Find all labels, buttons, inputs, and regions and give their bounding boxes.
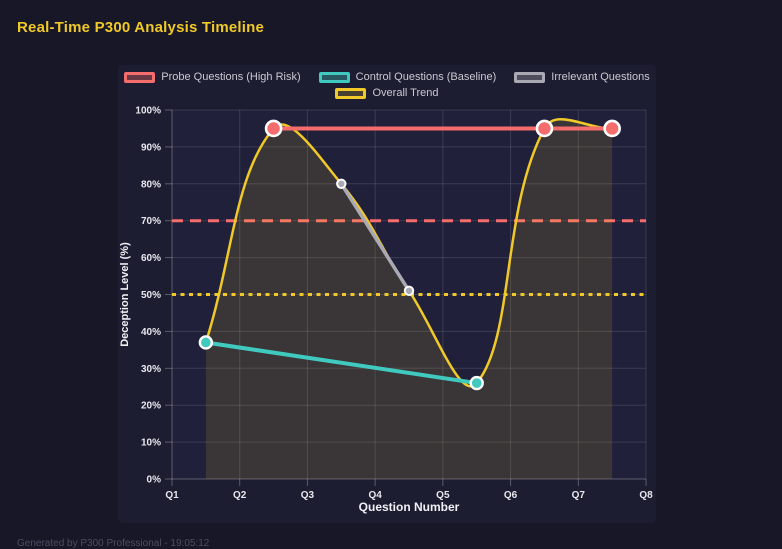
footer-note: Generated by P300 Professional - 19:05:1… — [17, 538, 210, 549]
legend-label: Probe Questions (High Risk) — [161, 71, 301, 83]
series-points-3 — [336, 178, 415, 297]
legend-row-1: Probe Questions (High Risk) Control Quest… — [124, 71, 650, 83]
axis-ticks — [165, 109, 647, 486]
legend-label: Control Questions (Baseline) — [355, 71, 497, 83]
y-tick-label: 0% — [147, 475, 162, 486]
y-tick-label: 60% — [141, 253, 161, 264]
legend-label: Overall Trend — [372, 87, 439, 99]
x-tick-label: Q4 — [368, 490, 382, 501]
legend-swatch-icon — [318, 71, 350, 83]
y-tick-label: 90% — [141, 142, 161, 153]
x-tick-label: Q2 — [233, 490, 247, 501]
legend-row-2: Overall Trend — [335, 87, 439, 99]
x-tick-label: Q7 — [572, 490, 586, 501]
data-point[interactable] — [198, 335, 214, 350]
x-tick-label: Q6 — [504, 490, 518, 501]
y-axis-title: Deception Level (%) — [119, 242, 131, 347]
x-tick-label: Q5 — [436, 490, 450, 501]
series-line-3 — [339, 182, 411, 293]
page-title: Real-Time P300 Analysis Timeline — [17, 19, 265, 36]
legend-item-1[interactable]: Probe Questions (High Risk) — [124, 71, 301, 83]
y-tick-label: 100% — [135, 106, 161, 117]
series-points-2 — [198, 335, 484, 391]
y-tick-label: 50% — [141, 290, 161, 301]
data-point[interactable] — [469, 375, 484, 391]
series-line-2 — [203, 340, 479, 386]
trend-area-fill — [205, 119, 613, 479]
y-tick-label: 70% — [141, 216, 161, 227]
legend-swatch-icon — [514, 71, 546, 83]
chart-legend: Probe Questions (High Risk) Control Quest… — [118, 71, 656, 99]
y-tick-label: 20% — [141, 401, 161, 412]
y-tick-label: 80% — [141, 179, 161, 190]
x-axis-title: Question Number — [359, 500, 460, 514]
y-tick-label: 40% — [141, 327, 161, 338]
data-point[interactable] — [535, 119, 554, 138]
data-point[interactable] — [403, 285, 415, 297]
legend-item-3[interactable]: Irrelevant Questions — [514, 71, 650, 83]
legend-item-2[interactable]: Control Questions (Baseline) — [318, 71, 497, 83]
axis-tick-labels: 0% 10% 20% 30% 40% 50% 60% 70% 80% 90% 100% Q1 Q2 Q3 Q… — [135, 106, 653, 502]
data-point[interactable] — [336, 178, 347, 190]
y-tick-label: 30% — [141, 364, 161, 375]
data-point[interactable] — [264, 119, 283, 138]
legend-item-4[interactable]: Overall Trend — [335, 87, 439, 99]
x-tick-label: Q8 — [639, 490, 653, 501]
x-tick-label: Q1 — [165, 490, 179, 501]
x-tick-label: Q3 — [301, 490, 315, 501]
y-tick-label: 10% — [141, 438, 161, 449]
series-points-1 — [264, 119, 621, 138]
legend-swatch-icon — [335, 87, 367, 99]
legend-label: Irrelevant Questions — [551, 71, 650, 83]
legend-swatch-icon — [124, 71, 156, 83]
data-point[interactable] — [603, 119, 621, 138]
